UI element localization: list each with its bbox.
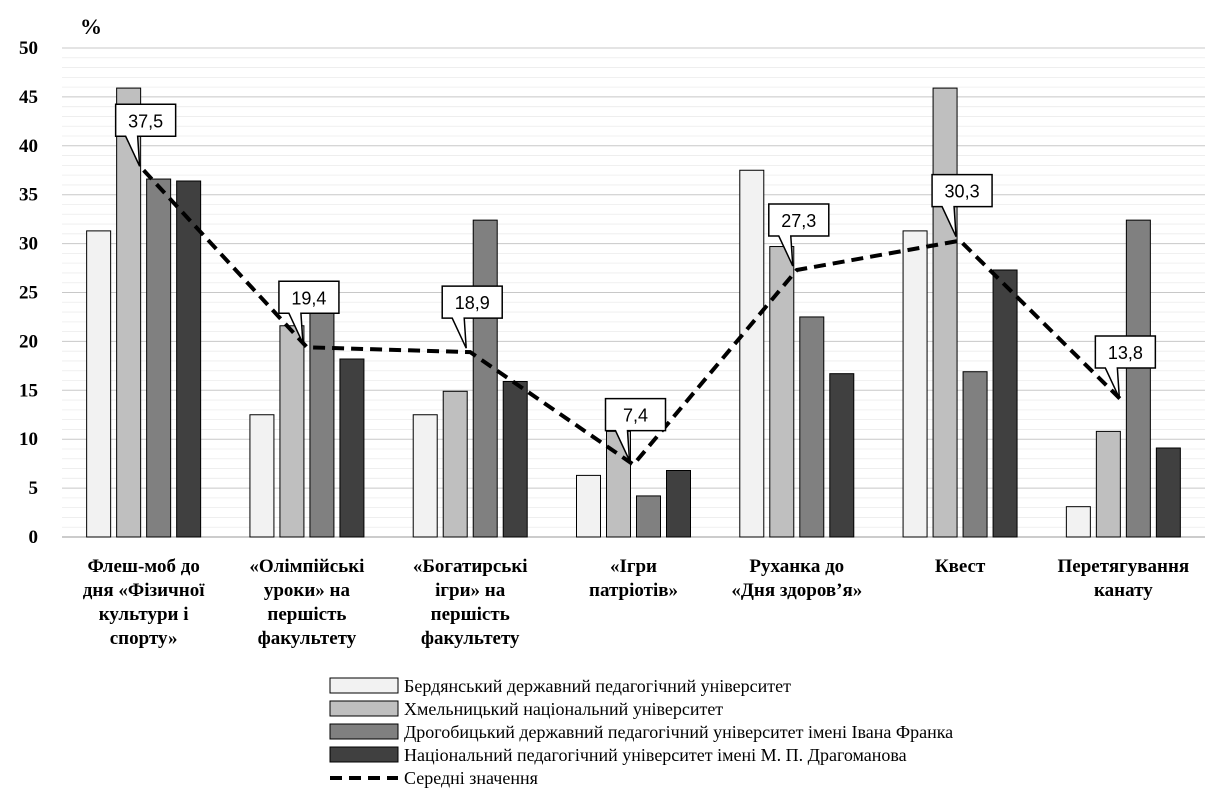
- y-tick-label: 15: [19, 380, 38, 401]
- x-category-label: «Дня здоров’я»: [731, 580, 862, 601]
- bar: [739, 169, 765, 538]
- bar: [279, 325, 305, 538]
- average-callout-box: [278, 280, 340, 344]
- y-tick-label: 0: [29, 527, 39, 548]
- average-callout-box: [441, 285, 503, 349]
- y-tick-label: 50: [19, 38, 38, 59]
- legend-entry-label: Дрогобицький державний педагогічний унів…: [404, 722, 953, 742]
- average-value-label: 13,8: [1108, 343, 1143, 363]
- x-category-label: Флеш-моб до: [87, 556, 199, 577]
- average-value-label: 37,5: [128, 111, 163, 131]
- x-category-label: патріотів»: [589, 580, 678, 601]
- bar: [116, 87, 142, 538]
- legend-entry-label: Хмельницький національний університет: [404, 699, 723, 719]
- y-axis-unit-label: %: [80, 14, 102, 39]
- x-category-label: дня «Фізичної: [83, 580, 205, 601]
- average-value-label: 7,4: [623, 406, 648, 426]
- y-tick-label: 5: [29, 478, 39, 499]
- bar: [86, 230, 112, 538]
- average-value-label: 27,3: [781, 211, 816, 231]
- bar: [502, 380, 528, 538]
- y-tick-label: 10: [19, 429, 38, 450]
- x-category-label: Перетягування: [1058, 556, 1190, 577]
- bar: [1155, 447, 1181, 538]
- gridlines: [62, 47, 1205, 538]
- bar: [769, 246, 795, 538]
- legend-swatch: [329, 700, 399, 717]
- average-value-label: 30,3: [945, 182, 980, 202]
- legend-entry-label: Бердянський державний педагогічний уніве…: [404, 676, 791, 696]
- bar: [962, 371, 988, 538]
- x-category-label: «Богатирські: [413, 556, 528, 577]
- legend-swatch: [329, 723, 399, 740]
- legend: Бердянський державний педагогічний уніве…: [329, 676, 953, 788]
- x-category-label: «Олімпійські: [249, 556, 364, 577]
- bar: [576, 474, 601, 538]
- bar: [472, 219, 498, 538]
- bar: [799, 316, 825, 538]
- x-category-label: «Ігри: [610, 556, 657, 577]
- legend-swatch: [329, 746, 399, 763]
- y-tick-label: 25: [19, 283, 38, 304]
- x-category-label: першість: [267, 604, 346, 625]
- y-tick-label: 30: [19, 234, 38, 255]
- bar: [146, 178, 172, 538]
- average-callouts: 37,5 19,4 18,9 7,4 27,3 30,3 13,8: [114, 103, 1157, 461]
- y-tick-label: 45: [19, 87, 38, 108]
- x-category-label: Квест: [935, 556, 986, 577]
- x-category-label: уроки» на: [264, 580, 351, 601]
- bar: [309, 288, 335, 538]
- x-category-label: першість: [431, 604, 510, 625]
- bar: [902, 230, 928, 538]
- bar: [829, 373, 855, 538]
- x-category-label: Руханка до: [749, 556, 844, 577]
- x-category-label: спорту»: [110, 628, 178, 649]
- average-callout-box: [768, 203, 830, 267]
- bar: [442, 390, 468, 538]
- y-tick-label: 20: [19, 331, 38, 352]
- legend-entry-label: Національний педагогічний університет ім…: [404, 745, 907, 765]
- bar: [339, 358, 365, 538]
- bar: [176, 180, 202, 538]
- bar: [412, 414, 438, 538]
- average-callout-box: [604, 397, 667, 461]
- x-category-label: канату: [1094, 580, 1153, 601]
- bar: [1095, 430, 1121, 538]
- average-callout-box: [114, 103, 177, 167]
- bar: [992, 269, 1018, 538]
- bar: [636, 495, 661, 538]
- bar: [1065, 506, 1091, 538]
- bar: [1125, 219, 1151, 538]
- average-value-label: 18,9: [455, 293, 490, 313]
- x-category-label: факультету: [258, 628, 357, 649]
- x-axis-category-labels: Флеш-моб до дня «Фізичної культури і спорту…: [83, 556, 1189, 649]
- y-tick-label: 35: [19, 185, 38, 206]
- bar: [932, 87, 958, 538]
- legend-swatch: [329, 677, 399, 694]
- x-category-label: факультету: [421, 628, 520, 649]
- bar: [666, 469, 691, 538]
- bar: [249, 414, 275, 538]
- x-category-label: ігри» на: [435, 580, 506, 601]
- average-value-label: 19,4: [291, 288, 326, 308]
- average-callout-box: [931, 173, 993, 237]
- y-tick-label: 40: [19, 136, 38, 157]
- legend-entry-label: Середні значення: [404, 768, 538, 788]
- average-callout-box: [1094, 335, 1157, 399]
- bars: [86, 87, 1181, 538]
- x-category-label: культури і: [99, 604, 189, 625]
